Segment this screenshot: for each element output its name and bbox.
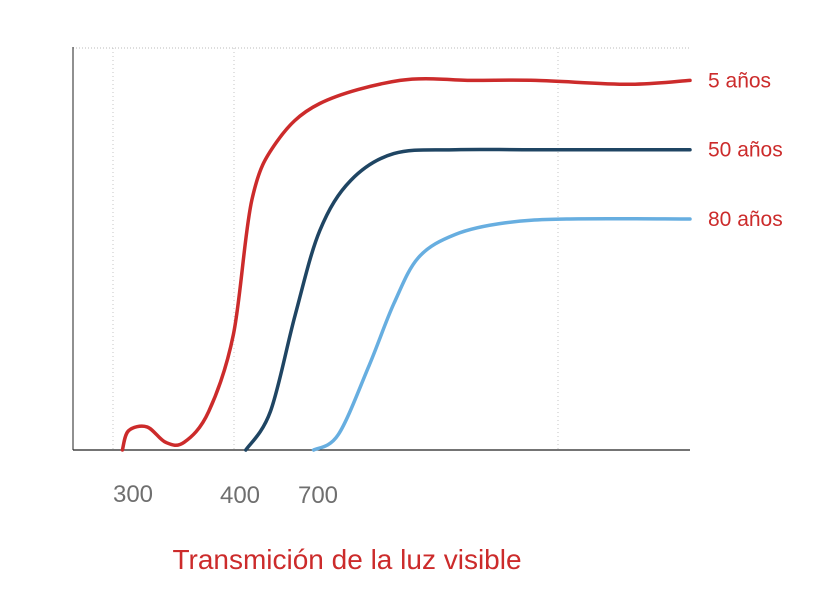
series-label-2: 50 años xyxy=(708,139,783,162)
series-label-3: 80 años xyxy=(708,208,783,231)
series-label-1: 5 años xyxy=(708,69,771,92)
series-lines xyxy=(120,76,692,452)
grid-lines xyxy=(73,47,690,450)
x-tick-label: 700 xyxy=(298,482,338,509)
series-labels: 5 años 50 años 80 años xyxy=(708,69,783,231)
series-line-1 xyxy=(120,76,692,452)
series-line-3 xyxy=(311,216,692,452)
x-tick-labels: 300 400 700 xyxy=(113,481,338,509)
x-tick-label: 300 xyxy=(113,481,153,508)
chart-title: Transmición de la luz visible xyxy=(172,544,521,575)
series-line-2 xyxy=(244,147,692,452)
x-tick-label: 400 xyxy=(220,482,260,509)
